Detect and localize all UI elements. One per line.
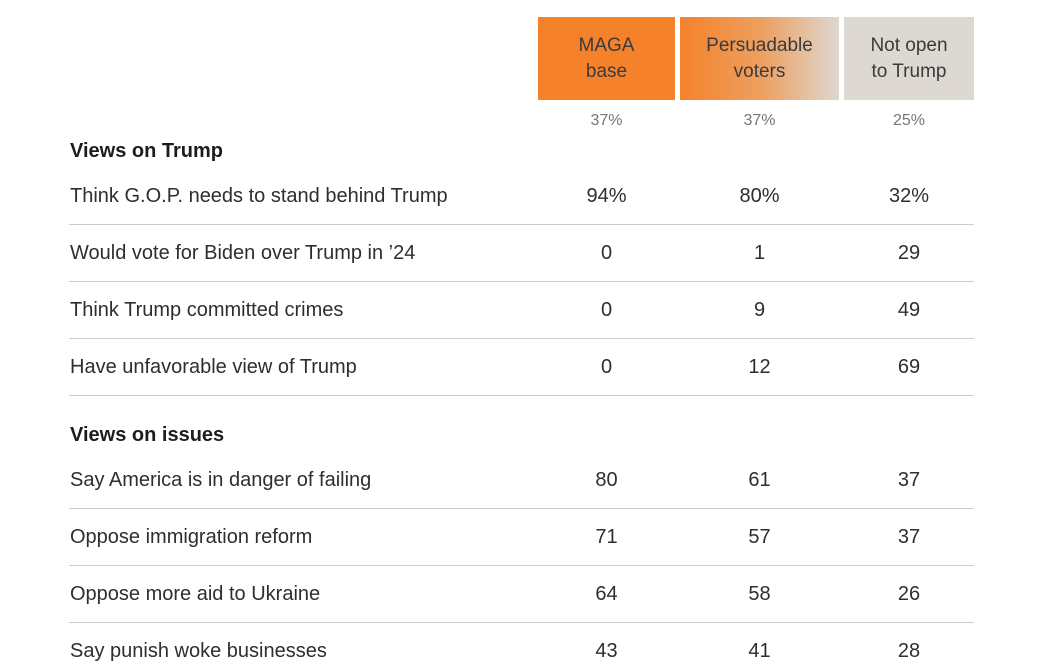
cell-value-not-open-to-trump: 37 <box>897 468 921 491</box>
voter-segments-table: MAGA base Persuadable voters Not open to… <box>69 17 974 669</box>
segment-share-maga-base: 37% <box>590 112 623 129</box>
header-spacer <box>69 17 533 100</box>
cell-value-not-open-to-trump: 37 <box>897 525 921 548</box>
table-row: Would vote for Biden over Trump in ’24 0… <box>69 225 974 282</box>
row-label: Say America is in danger of failing <box>70 468 372 491</box>
row-label: Oppose immigration reform <box>70 525 313 548</box>
row-label: Have unfavorable view of Trump <box>70 355 357 378</box>
cell-value-persuadable-voters: 58 <box>748 582 771 605</box>
segment-share-not-open-to-trump: 25% <box>892 112 926 129</box>
row-label: Would vote for Biden over Trump in ’24 <box>70 241 416 264</box>
table-row: Oppose more aid to Ukraine 64 58 26 <box>69 566 974 623</box>
segment-share-row: 37% 37% 25% <box>69 112 974 130</box>
cell-value-persuadable-voters: 41 <box>748 639 771 662</box>
cell-value-not-open-to-trump: 28 <box>897 639 921 662</box>
cell-value-not-open-to-trump: 49 <box>897 298 921 321</box>
row-label: Think Trump committed crimes <box>70 298 344 321</box>
section-title: Views on issues <box>70 424 225 446</box>
cell-value-maga-base: 0 <box>600 241 613 264</box>
table-row: Think Trump committed crimes 0 9 49 <box>69 282 974 339</box>
column-header-label: Not open to Trump <box>870 35 948 82</box>
cell-value-maga-base: 64 <box>595 582 618 605</box>
cell-value-maga-base: 0 <box>600 355 613 378</box>
cell-value-maga-base: 80 <box>595 468 618 491</box>
cell-value-persuadable-voters: 61 <box>748 468 771 491</box>
row-label: Oppose more aid to Ukraine <box>70 582 321 605</box>
column-header-label: Persuadable voters <box>706 35 813 82</box>
cell-value-not-open-to-trump: 29 <box>897 241 921 264</box>
table-row: Think G.O.P. needs to stand behind Trump… <box>69 168 974 225</box>
cell-value-persuadable-voters: 12 <box>748 355 771 378</box>
table-row: Have unfavorable view of Trump 0 12 69 <box>69 339 974 396</box>
row-label: Say punish woke businesses <box>70 639 327 662</box>
column-header-label: MAGA base <box>578 35 635 82</box>
cell-value-not-open-to-trump: 32% <box>888 184 930 207</box>
cell-value-maga-base: 0 <box>600 298 613 321</box>
cell-value-maga-base: 71 <box>595 525 618 548</box>
section-title: Views on Trump <box>70 140 223 162</box>
table-row: Say punish woke businesses 43 41 28 <box>69 623 974 669</box>
cell-value-persuadable-voters: 1 <box>753 241 766 264</box>
cell-value-not-open-to-trump: 26 <box>897 582 921 605</box>
section-views-on-trump: Views on Trump Think G.O.P. needs to sta… <box>69 130 974 396</box>
cell-value-persuadable-voters: 57 <box>748 525 771 548</box>
cell-value-not-open-to-trump: 69 <box>897 355 921 378</box>
column-header-maga-base: MAGA base <box>538 17 675 100</box>
section-views-on-issues: Views on issues Say America is in danger… <box>69 396 974 669</box>
table-row: Oppose immigration reform 71 57 37 <box>69 509 974 566</box>
column-header-not-open-to-trump: Not open to Trump <box>844 17 974 100</box>
table-row: Say America is in danger of failing 80 6… <box>69 452 974 509</box>
segment-share-persuadable-voters: 37% <box>743 112 776 129</box>
share-spacer <box>69 112 533 130</box>
column-header-row: MAGA base Persuadable voters Not open to… <box>69 17 974 100</box>
cell-value-persuadable-voters: 9 <box>753 298 766 321</box>
cell-value-maga-base: 43 <box>595 639 618 662</box>
column-header-persuadable-voters: Persuadable voters <box>680 17 839 100</box>
cell-value-persuadable-voters: 80% <box>739 184 780 207</box>
row-label: Think G.O.P. needs to stand behind Trump <box>70 184 448 207</box>
cell-value-maga-base: 94% <box>586 184 627 207</box>
